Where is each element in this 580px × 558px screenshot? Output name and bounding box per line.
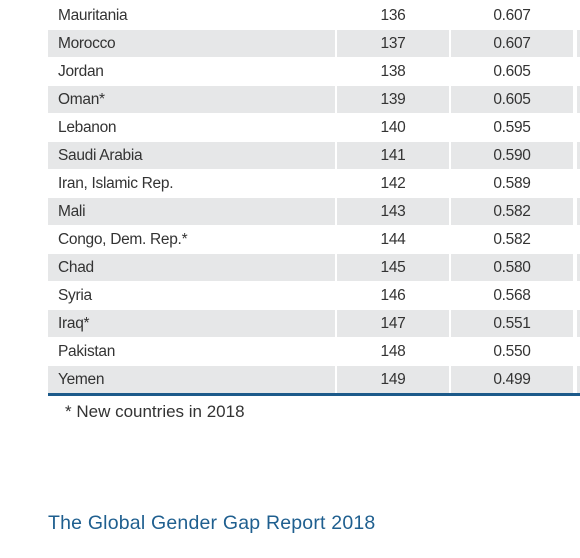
country-name: Chad <box>48 254 335 281</box>
cell-edge <box>577 86 580 113</box>
rank: 138 <box>380 63 406 80</box>
cell-edge <box>577 142 580 169</box>
country-name: Morocco <box>48 30 335 57</box>
rank: 141 <box>337 142 449 169</box>
report-title: The Global Gender Gap Report 2018 <box>48 512 376 534</box>
country-name: Lebanon <box>58 119 117 136</box>
country-name: Yemen <box>48 366 335 393</box>
score: 0.580 <box>451 254 573 281</box>
country-name: Iran, Islamic Rep. <box>58 175 174 192</box>
score: 0.595 <box>493 119 531 136</box>
rank: 142 <box>380 175 406 192</box>
score: 0.568 <box>493 287 531 304</box>
score: 0.582 <box>493 231 531 248</box>
rank: 144 <box>380 231 406 248</box>
country-name: Congo, Dem. Rep.* <box>58 231 188 248</box>
country-name: Mali <box>48 198 335 225</box>
rank: 146 <box>380 287 406 304</box>
score: 0.605 <box>451 86 573 113</box>
cell-edge <box>577 310 580 337</box>
country-name: Syria <box>58 287 92 304</box>
rank: 143 <box>337 198 449 225</box>
rank: 145 <box>337 254 449 281</box>
cell-edge <box>577 366 580 393</box>
country-name: Pakistan <box>58 343 116 360</box>
country-name: Mauritania <box>58 7 128 24</box>
score: 0.590 <box>451 142 573 169</box>
footnote: * New countries in 2018 <box>65 402 245 421</box>
cell-edge <box>577 198 580 225</box>
rank: 149 <box>337 366 449 393</box>
country-name: Oman* <box>48 86 335 113</box>
rank: 139 <box>337 86 449 113</box>
table-rule <box>48 393 580 396</box>
score: 0.605 <box>493 63 531 80</box>
cell-edge <box>577 30 580 57</box>
score: 0.551 <box>451 310 573 337</box>
score: 0.607 <box>451 30 573 57</box>
score: 0.499 <box>451 366 573 393</box>
rank: 140 <box>380 119 406 136</box>
score: 0.550 <box>493 343 531 360</box>
score: 0.582 <box>451 198 573 225</box>
rank: 148 <box>380 343 406 360</box>
rank: 147 <box>337 310 449 337</box>
country-name: Iraq* <box>48 310 335 337</box>
score: 0.589 <box>493 175 531 192</box>
rank: 136 <box>380 7 406 24</box>
country-name: Jordan <box>58 63 104 80</box>
cell-edge <box>577 254 580 281</box>
score: 0.607 <box>493 7 531 24</box>
country-name: Saudi Arabia <box>48 142 335 169</box>
rank: 137 <box>337 30 449 57</box>
